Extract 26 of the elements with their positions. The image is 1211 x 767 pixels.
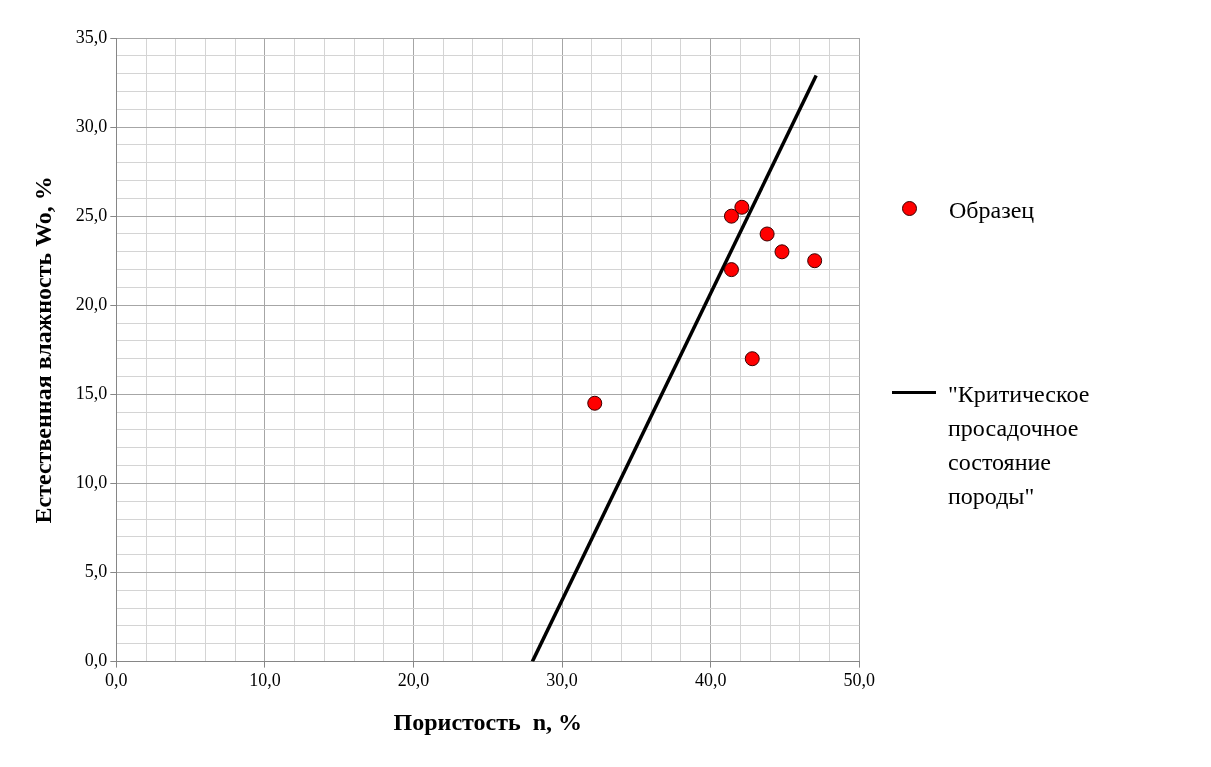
point bbox=[587, 395, 603, 411]
point bbox=[759, 226, 775, 242]
y-tick-label: 10,0 bbox=[75, 472, 108, 493]
point bbox=[734, 199, 750, 215]
legend-label: Образец bbox=[949, 196, 1036, 225]
x-tick-label: 50,0 bbox=[843, 670, 875, 691]
y-tick-label: 30,0 bbox=[75, 115, 108, 136]
x-tick-label: 0,0 bbox=[105, 670, 128, 691]
y-tick-label: 0,0 bbox=[84, 650, 108, 671]
point bbox=[723, 262, 739, 278]
x-tick-label: 10,0 bbox=[249, 670, 281, 691]
y-tick-label: 35,0 bbox=[75, 26, 108, 47]
y-tick-label: 20,0 bbox=[75, 293, 108, 314]
point bbox=[744, 351, 760, 367]
y-tick-label: 15,0 bbox=[75, 383, 108, 404]
legend-label: "Критическое просадочное состояние породы" bbox=[948, 380, 1091, 511]
point bbox=[723, 208, 739, 224]
y-tick-label: 25,0 bbox=[75, 204, 108, 225]
x-tick-label: 40,0 bbox=[694, 670, 727, 691]
x-axis-title: Пористость n, % bbox=[393, 708, 582, 735]
point bbox=[807, 253, 823, 269]
y-tick-label: 5,0 bbox=[84, 561, 108, 582]
x-tick-label: 30,0 bbox=[546, 670, 578, 691]
y-axis-title: Естественная влажность Wo, % bbox=[29, 176, 56, 524]
point bbox=[774, 244, 790, 260]
x-tick-label: 20,0 bbox=[397, 670, 430, 691]
